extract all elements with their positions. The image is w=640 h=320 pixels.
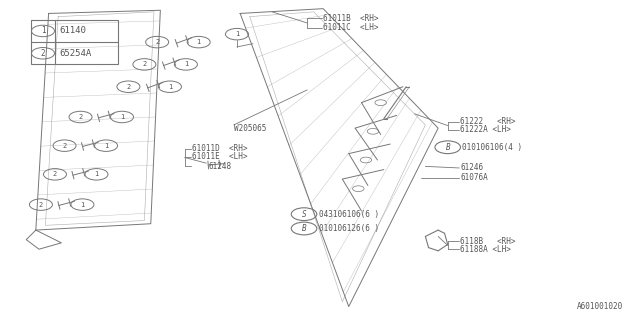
Bar xyxy=(31,20,118,64)
Text: 65254A: 65254A xyxy=(59,49,91,58)
Text: 6118B   <RH>: 6118B <RH> xyxy=(461,237,516,246)
Text: 043106106(6 ): 043106106(6 ) xyxy=(319,210,379,219)
Text: 1: 1 xyxy=(80,202,84,208)
Text: 2: 2 xyxy=(78,114,83,120)
Text: 2: 2 xyxy=(155,39,159,45)
Text: 61246: 61246 xyxy=(461,164,484,172)
Text: 010106126(6 ): 010106126(6 ) xyxy=(319,224,379,233)
Text: 61222A <LH>: 61222A <LH> xyxy=(461,125,511,134)
Text: 1: 1 xyxy=(41,27,45,36)
Text: 1: 1 xyxy=(120,114,124,120)
Text: 61011B  <RH>: 61011B <RH> xyxy=(323,14,379,23)
Text: 010106106(4 ): 010106106(4 ) xyxy=(463,143,522,152)
Text: 1: 1 xyxy=(94,171,99,177)
Text: A601001020: A601001020 xyxy=(577,302,623,311)
Text: 2: 2 xyxy=(126,84,131,90)
Text: B: B xyxy=(445,143,450,152)
Text: 61222   <RH>: 61222 <RH> xyxy=(461,117,516,126)
Text: 2: 2 xyxy=(142,61,147,68)
Text: 1: 1 xyxy=(104,143,108,149)
Text: 2: 2 xyxy=(63,143,67,149)
Text: 61188A <LH>: 61188A <LH> xyxy=(461,245,511,254)
Text: 1: 1 xyxy=(235,31,239,37)
Text: 1: 1 xyxy=(196,39,201,45)
Text: 1: 1 xyxy=(168,84,172,90)
Text: 61011D  <RH>: 61011D <RH> xyxy=(192,144,248,153)
Text: 2: 2 xyxy=(39,202,43,208)
Text: B: B xyxy=(301,224,307,233)
Text: 61076A: 61076A xyxy=(461,173,488,182)
Text: S: S xyxy=(301,210,307,219)
Text: 61140: 61140 xyxy=(59,27,86,36)
Text: 61248: 61248 xyxy=(208,162,232,171)
Text: 1: 1 xyxy=(184,61,188,68)
Text: 61011E  <LH>: 61011E <LH> xyxy=(192,152,248,161)
Text: 2: 2 xyxy=(41,49,45,58)
Text: W205065: W205065 xyxy=(234,124,266,132)
Text: 2: 2 xyxy=(53,171,57,177)
Text: 61011C  <LH>: 61011C <LH> xyxy=(323,23,379,32)
